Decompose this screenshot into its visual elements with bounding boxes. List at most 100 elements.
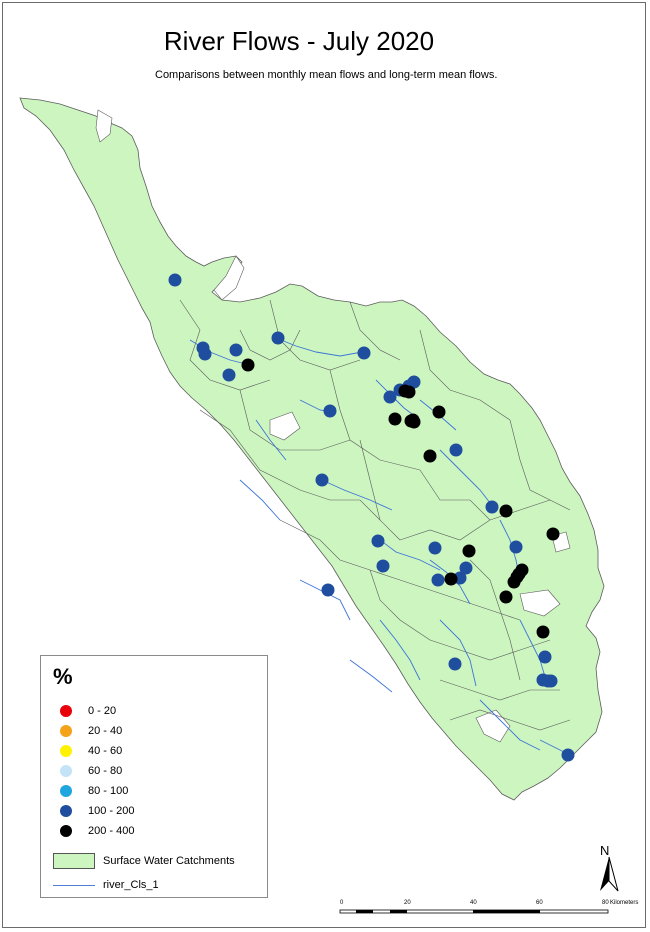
legend-class-swatch [60,765,72,777]
north-arrow: N [596,843,622,893]
catchment-boundary [359,439,401,541]
catchment-boundary [179,299,271,391]
legend-class-swatch [60,725,72,737]
legend-item-class: 60 - 80 [53,762,122,780]
legend-item-label: river_Cls_1 [103,879,159,891]
flow-site-marker [499,590,513,604]
harbour-inlet [95,109,113,143]
legend-class-label: 200 - 400 [88,825,135,837]
catchment-boundary [269,299,361,371]
flow-site-marker [431,573,445,587]
legend-class-swatch [60,705,72,717]
flow-site-marker [315,473,329,487]
north-label: N [600,843,610,858]
flow-site-marker [432,405,446,419]
scale-tick: 60 [536,900,543,906]
legend-item-catchments: Surface Water Catchments [53,852,235,870]
scale-unit: Kilometers [610,900,639,906]
flow-site-marker [357,346,371,360]
flow-site-marker [462,544,476,558]
flow-site-marker [407,375,421,389]
catchment-boundary [399,499,551,541]
flow-site-marker [376,559,390,573]
legend-class-label: 0 - 20 [88,705,117,717]
flow-site-marker [459,561,473,575]
surface-water-catchments-area [19,97,605,801]
legend-item-rivers: river_Cls_1 [53,876,159,894]
catchment-swatch [53,853,95,869]
catchment-boundary [449,709,571,731]
legend-class-label: 100 - 200 [88,805,135,817]
flow-site-marker [512,567,526,581]
catchment-boundary [419,469,491,521]
scale-tick: 20 [404,900,411,906]
flow-site-marker [449,443,463,457]
catchment-boundary [399,579,521,621]
scale-tick: 40 [470,900,477,906]
map-subtitle: Comparisons between monthly mean flows a… [155,69,498,81]
river-line [275,337,363,357]
flow-site-marker [198,347,212,361]
river-line [479,699,541,751]
catchment-boundary [329,369,421,471]
river-line [439,619,477,687]
legend-item-class: 80 - 100 [53,782,128,800]
scale-bar: 0 20 40 60 80 Kilometers [338,900,638,924]
catchment-boundary [239,329,301,361]
flow-site-marker [371,534,385,548]
catchment-boundary [199,409,301,491]
flow-site-marker [271,331,285,345]
legend-item-class: 40 - 60 [53,742,122,760]
north-arrow-icon [600,856,619,892]
flow-site-marker [546,527,560,541]
legend-class-label: 20 - 40 [88,725,123,737]
catchment-boundaries [179,299,571,731]
legend-heading: % [53,664,73,689]
flow-site-marker [229,343,243,357]
flow-site-marker [538,650,552,664]
legend-class-swatch [60,825,72,837]
harbour-inlet [475,709,511,743]
harbour-inlet [213,255,245,301]
flow-site-marker [241,358,255,372]
catchment-boundary [429,639,551,661]
flow-site-marker [168,273,182,287]
legend-item-class: 0 - 20 [53,702,116,720]
river-line-swatch [53,884,95,886]
catchment-boundary [349,301,401,361]
flow-site-marker [509,540,523,554]
flow-sites [168,273,575,762]
scale-bar-graphic [339,909,609,914]
northland-landmass [19,97,605,801]
flow-site-marker [561,748,575,762]
flow-site-marker [423,449,437,463]
flow-site-marker [222,368,236,382]
river-line [519,619,547,681]
legend-item-class: 100 - 200 [53,802,134,820]
catchment-boundary [419,329,511,421]
flow-site-marker [388,412,402,426]
catchment-boundary [509,419,571,511]
legend-class-label: 80 - 100 [88,785,129,797]
river-line [379,619,421,681]
flow-site-marker [536,625,550,639]
river-line [379,539,441,571]
flow-site-marker [544,674,558,688]
catchment-boundary [279,519,401,581]
flow-site-marker [406,413,420,427]
map-title: River Flows - July 2020 [163,26,435,56]
flow-site-marker [448,657,462,671]
catchment-boundary [439,679,560,701]
river-line [239,479,281,521]
river-line [439,449,495,509]
flow-site-marker [398,384,412,398]
legend-class-label: 40 - 60 [88,745,123,757]
catchment-boundary [239,389,351,451]
flow-site-marker [323,404,337,418]
scale-tick: 0 [340,900,344,906]
river-line [255,419,287,461]
legend-class-label: 60 - 80 [88,765,123,777]
harbour-inlet [269,411,301,441]
river-line [349,659,393,693]
